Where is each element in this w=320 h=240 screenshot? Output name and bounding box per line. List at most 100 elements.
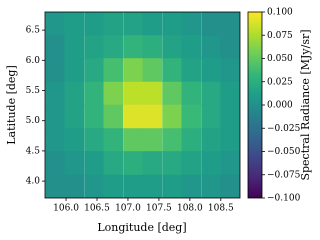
x-tick-label: 106.5 bbox=[84, 204, 110, 214]
colorbar-tick-label: 0.000 bbox=[267, 101, 293, 111]
colorbar bbox=[247, 11, 263, 199]
heat-cell bbox=[123, 58, 143, 83]
heat-cell bbox=[220, 12, 240, 36]
x-axis-label: Longitude [deg] bbox=[97, 221, 186, 234]
heat-cell bbox=[162, 104, 182, 129]
colorbar-tick-label: 0.075 bbox=[267, 31, 293, 41]
heat-cell bbox=[45, 12, 65, 36]
colorbar-tick-label: −0.075 bbox=[267, 170, 301, 180]
heat-cell bbox=[103, 151, 124, 176]
heat-cell bbox=[201, 12, 221, 36]
y-tick-label: 5.5 bbox=[26, 86, 41, 96]
heat-cell bbox=[181, 151, 202, 176]
y-tick-label: 4.5 bbox=[26, 146, 41, 156]
heat-cell bbox=[162, 151, 182, 176]
heat-cell bbox=[201, 104, 221, 129]
heat-cell bbox=[201, 35, 221, 60]
x-tick-label: 107.5 bbox=[146, 204, 172, 214]
colorbar-tick-label: 0.025 bbox=[267, 77, 293, 87]
heat-cell bbox=[142, 128, 163, 153]
x-tick-label: 108.0 bbox=[177, 204, 203, 214]
heat-cell bbox=[220, 58, 240, 83]
heat-cell bbox=[103, 104, 124, 129]
heat-cell bbox=[162, 35, 182, 60]
heat-cell bbox=[201, 174, 221, 198]
heat-cell bbox=[123, 35, 143, 60]
heat-cell bbox=[220, 174, 240, 198]
heat-cell bbox=[181, 128, 202, 153]
heat-cell bbox=[201, 151, 221, 176]
colorbar-tick-label: −0.025 bbox=[267, 124, 301, 134]
heat-cell bbox=[123, 81, 143, 106]
heat-cell bbox=[201, 81, 221, 106]
heat-cell bbox=[181, 174, 202, 198]
heat-cell bbox=[142, 12, 163, 36]
heat-cell bbox=[64, 174, 85, 198]
y-tick-label: 5.0 bbox=[26, 116, 41, 126]
heat-cell bbox=[162, 81, 182, 106]
heat-cell bbox=[45, 35, 65, 60]
heat-cell bbox=[142, 104, 163, 129]
heat-cell bbox=[103, 81, 124, 106]
heat-cell bbox=[162, 174, 182, 198]
colorbar-tick-label: 0.100 bbox=[267, 8, 293, 18]
heat-cell bbox=[103, 174, 124, 198]
heat-cell bbox=[142, 81, 163, 106]
heat-cell bbox=[103, 12, 124, 36]
heat-cell bbox=[181, 12, 202, 36]
heat-cell bbox=[201, 128, 221, 153]
heat-cell bbox=[45, 81, 65, 106]
heat-cell bbox=[220, 35, 240, 60]
heat-cell bbox=[84, 12, 104, 36]
colorbar-tick-label: 0.050 bbox=[267, 54, 293, 64]
x-tick-label: 107.0 bbox=[115, 204, 141, 214]
heat-cell bbox=[123, 174, 143, 198]
heat-cell bbox=[220, 104, 240, 129]
heat-cell bbox=[123, 128, 143, 153]
y-tick-label: 6.0 bbox=[26, 56, 41, 66]
heat-cell bbox=[45, 174, 65, 198]
heat-cell bbox=[201, 58, 221, 83]
heat-cell bbox=[64, 35, 85, 60]
heat-cell bbox=[142, 151, 163, 176]
heat-cell bbox=[181, 81, 202, 106]
heat-cell bbox=[220, 128, 240, 153]
heat-cell bbox=[162, 128, 182, 153]
heat-cell bbox=[103, 35, 124, 60]
heat-cell bbox=[64, 151, 85, 176]
heat-cell bbox=[84, 58, 104, 83]
cells bbox=[45, 12, 240, 198]
heat-cell bbox=[220, 81, 240, 106]
heat-cell bbox=[45, 58, 65, 83]
x-tick-label: 108.5 bbox=[208, 204, 234, 214]
heat-cell bbox=[64, 128, 85, 153]
colorbar-tick-label: −0.050 bbox=[267, 147, 301, 157]
heat-cell bbox=[142, 58, 163, 83]
heat-cell bbox=[123, 104, 143, 129]
y-tick-label: 4.0 bbox=[26, 177, 41, 187]
heat-cell bbox=[45, 104, 65, 129]
colorbar-label: Spectral Radiance [MJy/sr] bbox=[299, 29, 312, 180]
heat-cell bbox=[123, 12, 143, 36]
heat-cell bbox=[103, 128, 124, 153]
heat-cell bbox=[220, 151, 240, 176]
colorbar-tick-label: −0.100 bbox=[267, 194, 301, 204]
heat-cell bbox=[123, 151, 143, 176]
heat-cell bbox=[64, 81, 85, 106]
heat-cell bbox=[64, 104, 85, 129]
heat-cell bbox=[162, 12, 182, 36]
heat-cell bbox=[84, 128, 104, 153]
heat-cell bbox=[45, 128, 65, 153]
heat-cell bbox=[84, 174, 104, 198]
heat-cell bbox=[64, 58, 85, 83]
heat-cell bbox=[181, 104, 202, 129]
heat-cell bbox=[142, 174, 163, 198]
heat-cell bbox=[84, 81, 104, 106]
y-tick-label: 6.5 bbox=[26, 26, 41, 36]
heat-cell bbox=[181, 58, 202, 83]
heat-cell bbox=[64, 12, 85, 36]
heat-cell bbox=[142, 35, 163, 60]
heat-cell bbox=[84, 104, 104, 129]
